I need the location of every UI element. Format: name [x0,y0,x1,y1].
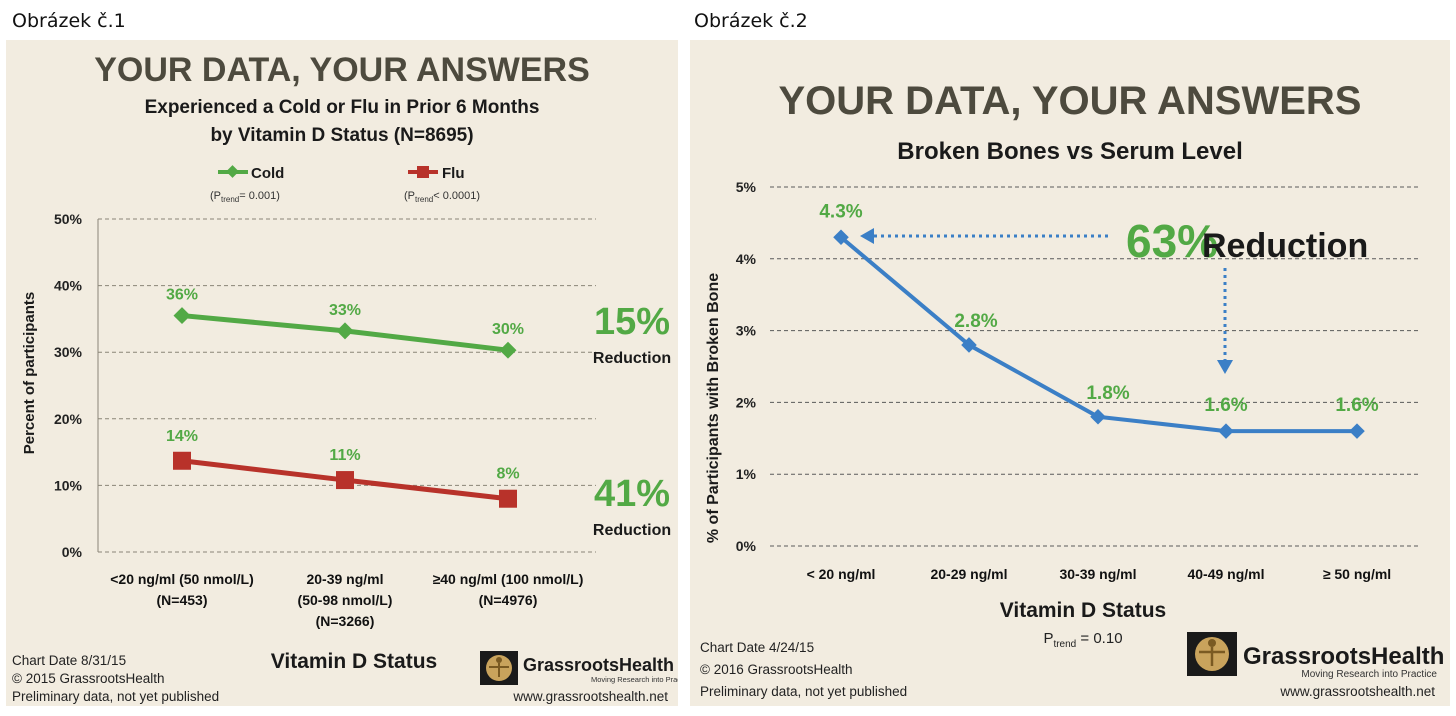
x-tick-label: 40-49 ng/ml [1187,566,1264,582]
cold-flu-chart: YOUR DATA, YOUR ANSWERS Experienced a Co… [12,51,678,704]
copyright: © 2015 GrassrootsHealth [12,671,165,686]
chart-date: Chart Date 4/24/15 [700,640,814,655]
y-tick-label: 0% [62,544,83,560]
data-label-flu: 11% [329,447,360,464]
preliminary-note: Preliminary data, not yet published [12,689,219,704]
y-axis-label: Percent of participants [21,292,38,455]
flu-reduction-label: Reduction [593,522,671,539]
annotation-pct: 63% [1126,215,1218,267]
data-point [1349,423,1365,439]
y-tick-label: 30% [54,344,83,360]
x-tick-label: (N=3266) [316,613,375,629]
x-tick-label: 20-29 ng/ml [930,566,1007,582]
data-label: 1.6% [1204,395,1247,416]
series-group: 4.3% 2.8% 1.8% 1.6% 1.6% [819,201,1379,439]
data-label-cold: 30% [492,321,524,338]
y-tick-label: 20% [54,411,83,427]
data-point-cold [173,307,191,325]
y-tick-label: 0% [736,538,757,554]
legend-cold-ptrend: (Ptrend= 0.001) [210,190,280,204]
data-point-cold [499,341,517,359]
x-tick-label: (N=453) [157,592,208,608]
chart-panel-broken-bones: YOUR DATA, YOUR ANSWERS Broken Bones vs … [690,40,1450,706]
broken-bones-chart: YOUR DATA, YOUR ANSWERS Broken Bones vs … [700,79,1444,699]
y-tick-label: 5% [736,179,757,195]
legend-flu-marker [417,166,429,178]
chart-subtitle-line1: Experienced a Cold or Flu in Prior 6 Mon… [145,97,540,118]
y-tick-label: 40% [54,278,83,294]
cold-reduction-label: Reduction [593,350,671,367]
headline: YOUR DATA, YOUR ANSWERS [94,51,590,89]
data-label-flu: 8% [496,466,519,483]
grassroots-logo: GrassrootsHealth Moving Research into Pr… [1187,632,1444,680]
x-axis-label: Vitamin D Status [271,650,437,673]
data-point-flu [173,451,191,470]
y-axis-label: % of Participants with Broken Bone [705,273,722,543]
preliminary-note: Preliminary data, not yet published [700,684,907,699]
p-trend: Ptrend = 0.10 [1043,630,1122,650]
data-label: 1.6% [1335,395,1378,416]
annotation-word: Reduction [1202,227,1368,265]
y-tick-label: 2% [736,394,757,410]
cold-reduction-pct: 15% [594,301,670,343]
y-tick-label: 4% [736,251,757,267]
x-axis-label: Vitamin D Status [1000,599,1166,622]
data-label: 1.8% [1086,383,1129,404]
x-axis-ticks: <20 ng/ml (50 nmol/L) (N=453) 20-39 ng/ml (… [110,571,583,629]
y-tick-label: 50% [54,211,83,227]
x-axis-ticks: < 20 ng/ml 20-29 ng/ml 30-39 ng/ml 40-49 ng… [807,566,1392,582]
logo-tagline: Moving Research into Practice [1301,669,1437,680]
legend-flu-ptrend: (Ptrend< 0.0001) [404,190,480,204]
y-tick-label: 1% [736,466,757,482]
data-point-cold [336,322,354,340]
data-point [1090,408,1106,425]
chart-panel-cold-flu: YOUR DATA, YOUR ANSWERS Experienced a Co… [6,40,678,706]
website-url: www.grassrootshealth.net [512,689,668,704]
copyright: © 2016 GrassrootsHealth [700,662,853,677]
figure-caption-right: Obrázek č.2 [694,10,808,32]
data-label: 2.8% [954,311,997,332]
data-point [833,229,849,246]
data-point-flu [336,471,354,490]
x-tick-label: ≥ 50 ng/ml [1323,566,1391,582]
legend-cold-marker [226,165,239,178]
data-label-flu: 14% [166,428,198,445]
y-tick-label: 10% [54,477,83,493]
figure-caption-left: Obrázek č.1 [12,10,126,32]
x-tick-label: < 20 ng/ml [807,566,876,582]
x-tick-label: 20-39 ng/ml [306,571,383,587]
legend-flu-label: Flu [442,165,465,182]
chart-date: Chart Date 8/31/15 [12,653,126,668]
x-tick-label: ≥40 ng/ml (100 nmol/L) [433,571,584,587]
legend-cold-label: Cold [251,165,284,182]
website-url: www.grassrootshealth.net [1279,684,1435,699]
gridlines [97,218,596,553]
x-tick-label: (N=4976) [479,592,538,608]
chart-subtitle: Broken Bones vs Serum Level [897,138,1242,165]
data-label-cold: 33% [329,302,361,319]
y-axis-ticks: 0% 10% 20% 30% 40% 50% [54,211,83,560]
data-point [1218,423,1234,439]
y-tick-label: 3% [736,323,757,339]
data-label-cold: 36% [166,287,198,304]
data-point-flu [499,489,517,508]
data-label: 4.3% [819,201,862,222]
legend: Cold (Ptrend= 0.001) Flu (Ptrend< 0.0001… [210,165,480,204]
grassroots-logo: GrassrootsHealth Moving Research into Pr… [480,651,678,685]
y-axis-ticks: 0% 1% 2% 3% 4% 5% [736,179,757,554]
chart-subtitle-line2: by Vitamin D Status (N=8695) [210,125,473,146]
x-tick-label: 30-39 ng/ml [1059,566,1136,582]
series-group: 36% 33% 30% 14% 11% 8% [166,287,524,508]
logo-name: GrassrootsHealth [1243,643,1444,670]
gridlines [770,186,1418,547]
reduction-annotation: 63% Reduction [860,215,1368,374]
logo-name: GrassrootsHealth [523,655,674,675]
flu-reduction-pct: 41% [594,473,670,515]
headline: YOUR DATA, YOUR ANSWERS [779,79,1362,123]
x-tick-label: <20 ng/ml (50 nmol/L) [110,571,254,587]
x-tick-label: (50-98 nmol/L) [298,592,393,608]
logo-tagline: Moving Research into Practice [591,675,678,684]
vertical-arrowhead [1217,360,1233,374]
horizontal-arrowhead [860,228,874,244]
